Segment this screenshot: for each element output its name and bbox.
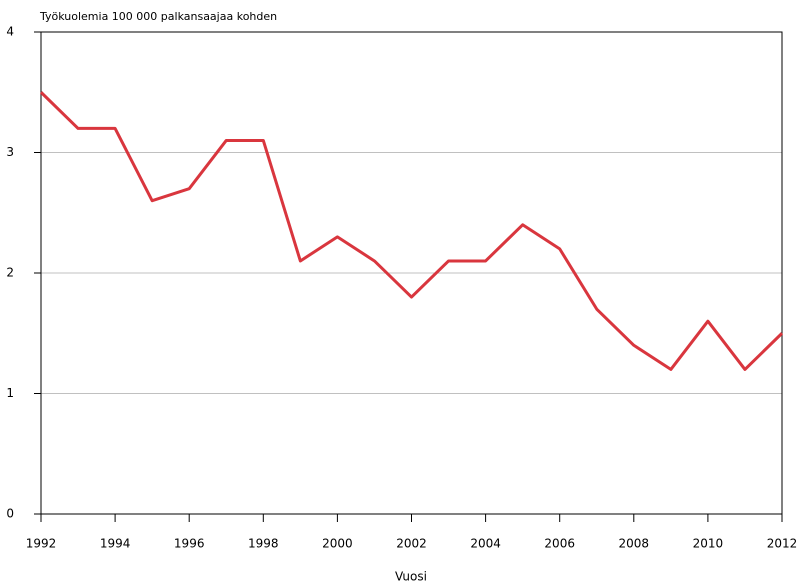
y-tick-label: 2 <box>6 266 14 280</box>
y-tick-label: 1 <box>6 386 14 400</box>
data-line <box>39 91 784 371</box>
x-axis-label: Vuosi <box>395 570 427 584</box>
x-tick-label: 2012 <box>767 537 798 551</box>
x-tick-label: 2004 <box>470 537 501 551</box>
x-tick-label: 1994 <box>100 537 131 551</box>
x-tick-label: 1992 <box>26 537 57 551</box>
x-tick-label: 2008 <box>619 537 650 551</box>
x-tick-label: 2002 <box>396 537 427 551</box>
grid <box>41 152 782 394</box>
x-tick-label: 2010 <box>693 537 724 551</box>
x-tick-label: 2006 <box>544 537 575 551</box>
x-tick-label: 1996 <box>174 537 205 551</box>
y-tick-label: 4 <box>6 25 14 39</box>
marks <box>39 91 784 371</box>
chart-title: Työkuolemia 100 000 palkansaajaa kohden <box>39 10 277 23</box>
y-tick-label: 0 <box>6 507 14 521</box>
y-tick-label: 3 <box>6 145 14 159</box>
x-tick-label: 2000 <box>322 537 353 551</box>
x-tick-label: 1998 <box>248 537 279 551</box>
